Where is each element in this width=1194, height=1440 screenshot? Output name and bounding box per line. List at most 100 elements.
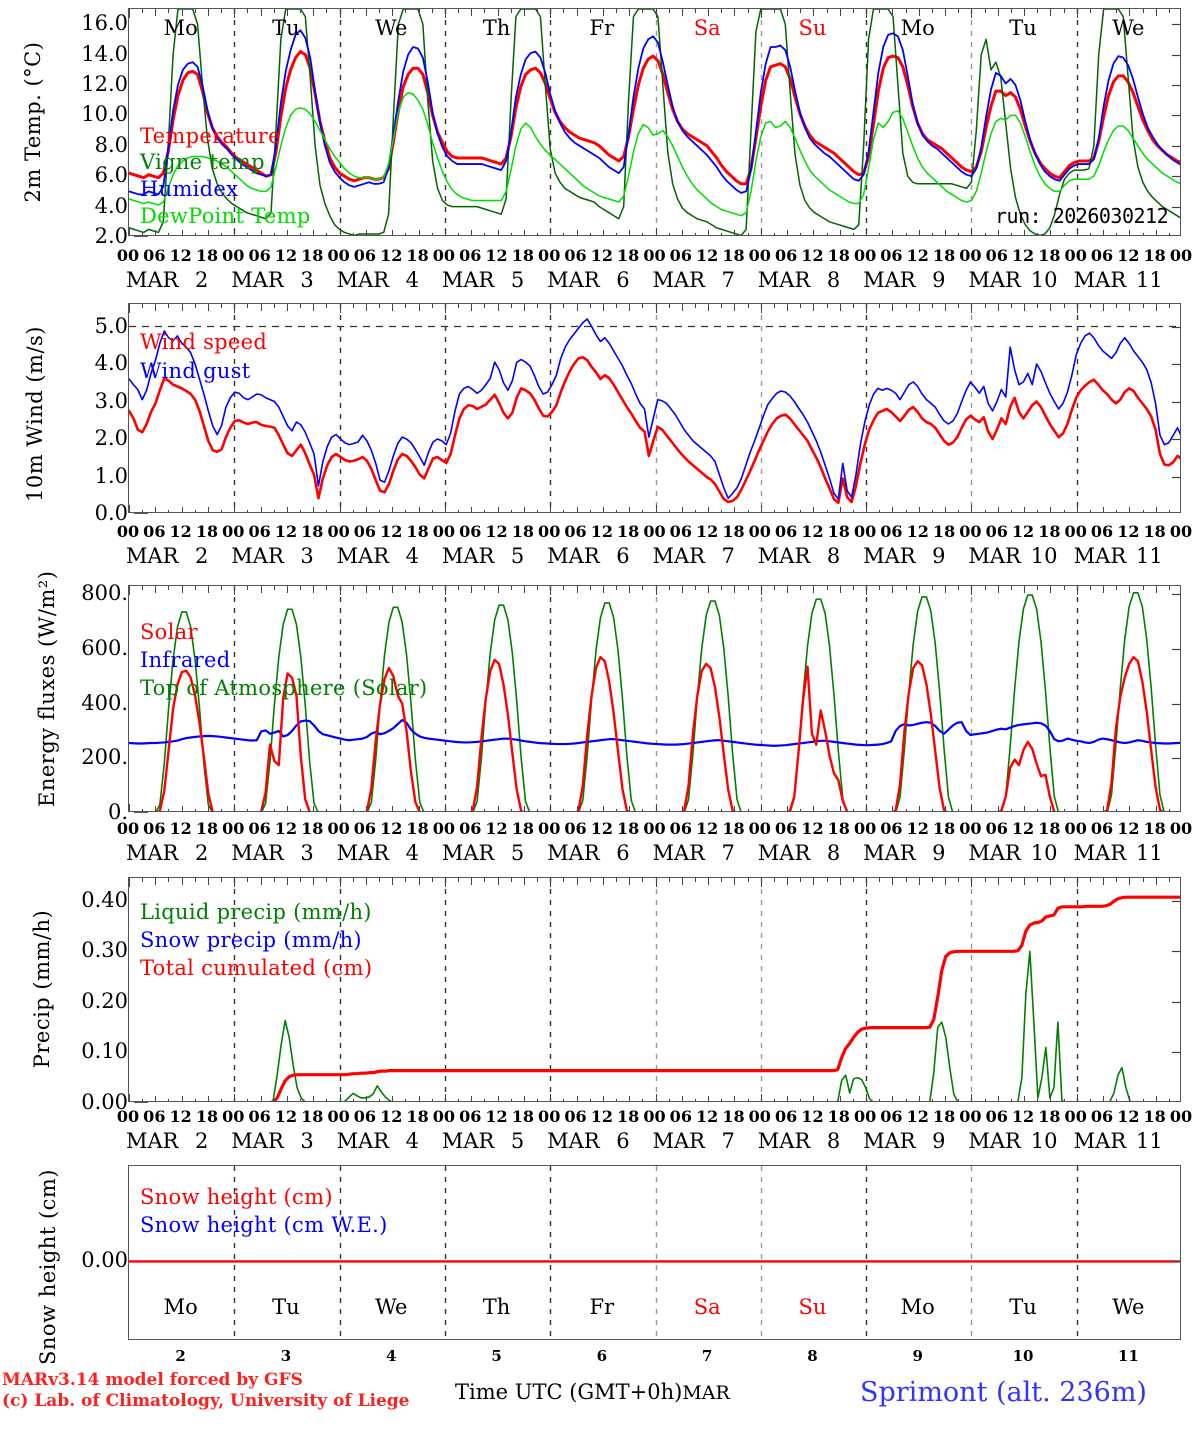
- y-axis-tick-label: 2.0: [94, 426, 128, 450]
- x-axis-month-label: MAR: [231, 268, 284, 292]
- y-axis-minor-tick: [134, 812, 143, 813]
- credits-line-1: MARv3.14 model forced by GFS: [2, 1370, 303, 1390]
- x-axis-hour-label: 06: [774, 1107, 798, 1126]
- x-axis-hour-label: 00: [432, 1107, 456, 1126]
- x-axis-month-label: MAR: [125, 1129, 179, 1153]
- x-axis-hour-label: 18: [617, 246, 640, 265]
- weekday-label: Tu: [1009, 1295, 1037, 1319]
- time-axis-title-text: Time UTC (GMT+0h): [455, 1380, 683, 1404]
- x-axis-day-label: 9: [932, 1129, 946, 1153]
- x-axis-hour-label: 06: [985, 1107, 1008, 1126]
- x-axis-month-label: MAR: [652, 268, 705, 292]
- x-axis-hour-label: 00: [643, 246, 666, 265]
- y-axis-minor-tick: [134, 236, 143, 237]
- x-axis-day-label: 2: [195, 841, 209, 865]
- x-axis-hour-label: 00: [1169, 1107, 1193, 1126]
- x-axis-hour-label: 12: [1117, 1107, 1140, 1126]
- x-axis-day-label: 9: [932, 841, 946, 865]
- x-axis-day-number: 7: [701, 1347, 713, 1365]
- x-axis-hour-label: 18: [617, 819, 640, 838]
- x-axis-day-label: 8: [826, 1129, 841, 1153]
- x-axis-day-label: 10: [1030, 544, 1058, 568]
- x-axis-day-label: 10: [1030, 841, 1058, 865]
- snow-plot-area[interactable]: [128, 1165, 1181, 1340]
- x-axis-day-label: 6: [616, 1129, 630, 1153]
- wind-plot-area[interactable]: [128, 303, 1181, 513]
- x-axis-month-label: MAR: [652, 544, 705, 568]
- x-axis-hour-label: 06: [880, 522, 903, 541]
- x-axis-hour-label: 12: [590, 1107, 613, 1126]
- energy-y-axis-label: Energy fluxes (W/m²): [35, 570, 59, 807]
- x-axis-hour-label: 00: [222, 1107, 245, 1126]
- x-axis-hour-label: 12: [696, 522, 719, 541]
- weekday-label: Su: [798, 1295, 827, 1319]
- x-axis-month-label: MAR: [547, 841, 600, 865]
- precip-plot-area[interactable]: [128, 877, 1181, 1102]
- weekday-label: Tu: [1009, 16, 1037, 40]
- x-axis-day-number: 5: [491, 1347, 502, 1365]
- legend-vigne-temp: Vigne temp: [140, 150, 265, 174]
- x-axis-day-number: 10: [1012, 1347, 1034, 1365]
- x-axis-hour-label: 06: [353, 522, 377, 541]
- x-axis-hour-label: 12: [906, 1107, 929, 1126]
- x-axis-hour-label: 12: [590, 246, 613, 265]
- y-axis-tick-label: 4.0: [94, 351, 128, 375]
- x-axis-day-label: 5: [510, 841, 525, 865]
- x-axis-hour-label: 00: [222, 246, 245, 265]
- weekday-label: Sa: [693, 16, 721, 40]
- x-axis-hour-label: 12: [169, 819, 192, 838]
- x-axis-hour-label: 06: [564, 819, 587, 838]
- x-axis-hour-label: 18: [722, 522, 745, 541]
- x-axis-day-label: 8: [826, 544, 841, 568]
- time-axis-month: MAR: [682, 1382, 730, 1404]
- y-axis-tick-label: 16.0: [81, 11, 128, 36]
- x-axis-hour-label: 12: [696, 819, 719, 838]
- x-axis-hour-label: 00: [327, 246, 350, 265]
- x-axis-hour-label: 06: [459, 522, 482, 541]
- precip-y-axis-label: Precip (mm/h): [30, 909, 54, 1069]
- x-axis-hour-label: 18: [722, 246, 745, 265]
- x-axis-hour-label: 12: [801, 522, 824, 541]
- weekday-label: Fr: [589, 16, 615, 40]
- x-axis-hour-label: 00: [1169, 522, 1193, 541]
- x-axis-hour-label: 06: [564, 522, 587, 541]
- x-axis-hour-label: 18: [406, 1107, 429, 1126]
- x-axis-month-label: MAR: [547, 268, 600, 292]
- x-axis-hour-label: 00: [222, 819, 245, 838]
- weekday-label: Tu: [272, 1295, 300, 1319]
- x-axis-hour-label: 06: [774, 522, 798, 541]
- x-axis-hour-label: 00: [116, 522, 140, 541]
- x-axis-hour-label: 12: [485, 1107, 508, 1126]
- legend-solar: Solar: [140, 620, 198, 644]
- station-label: Sprimont (alt. 236m): [860, 1377, 1147, 1408]
- legend-wind-speed: Wind speed: [140, 330, 268, 354]
- x-axis-hour-label: 18: [406, 246, 429, 265]
- x-axis-hour-label: 18: [932, 246, 956, 265]
- x-axis-hour-label: 12: [1117, 819, 1140, 838]
- y-axis-tick-label: 4.0: [94, 193, 128, 218]
- x-axis-hour-label: 18: [406, 522, 429, 541]
- y-axis-tick-label: 200.: [81, 745, 128, 770]
- x-axis-hour-label: 18: [827, 522, 850, 541]
- x-axis-hour-label: 06: [985, 522, 1008, 541]
- x-axis-hour-label: 06: [669, 246, 692, 265]
- x-axis-hour-label: 18: [301, 522, 324, 541]
- x-axis-month-label: MAR: [231, 1129, 284, 1153]
- x-axis-hour-label: 12: [1117, 246, 1140, 265]
- x-axis-hour-label: 00: [116, 246, 140, 265]
- temperature-plot-area[interactable]: [128, 8, 1181, 236]
- x-axis-month-label: MAR: [336, 544, 390, 568]
- x-axis-hour-label: 06: [143, 522, 166, 541]
- x-axis-day-label: 3: [300, 841, 314, 865]
- model-run-label: run: 2026030212: [995, 204, 1169, 228]
- energy-plot-area[interactable]: [128, 585, 1181, 812]
- x-axis-day-label: 4: [405, 268, 419, 292]
- x-axis-hour-label: 06: [1090, 1107, 1114, 1126]
- x-axis-hour-label: 06: [774, 819, 798, 838]
- x-axis-hour-label: 06: [669, 819, 692, 838]
- x-axis-hour-label: 18: [617, 1107, 640, 1126]
- panel-temperature: 2m Temp. (°C) 2.0 4.0 6.0 8.0 10.0 12.0 14.0 16…: [0, 0, 1194, 292]
- x-axis-day-number: 3: [280, 1347, 292, 1365]
- x-axis-day-number: 6: [596, 1347, 608, 1365]
- x-axis-hour-label: 00: [748, 246, 771, 265]
